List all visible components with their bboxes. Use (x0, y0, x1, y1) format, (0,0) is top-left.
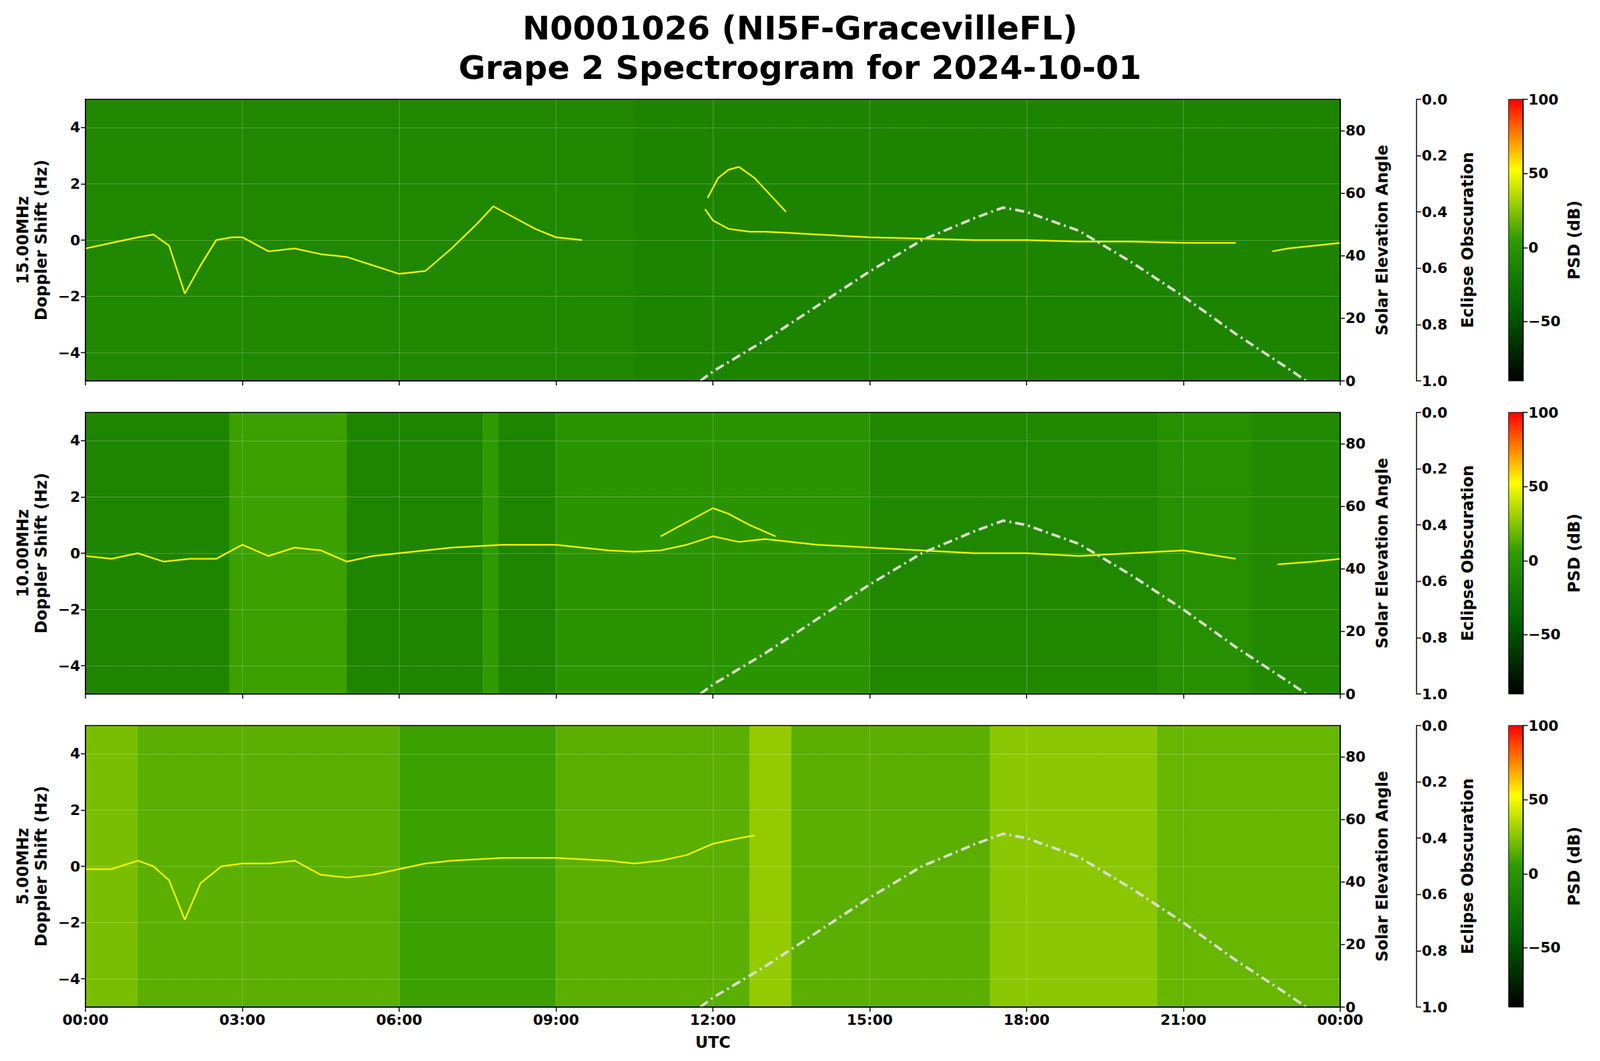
svg-text:2: 2 (70, 175, 81, 193)
svg-text:03:00: 03:00 (218, 1011, 266, 1028)
svg-text:0: 0 (1345, 372, 1356, 390)
svg-text:20: 20 (1345, 309, 1366, 327)
svg-text:PSD (dB): PSD (dB) (1565, 826, 1584, 907)
svg-text:0: 0 (70, 545, 81, 562)
svg-text:00:00: 00:00 (62, 1011, 109, 1028)
svg-text:0: 0 (1345, 998, 1356, 1016)
svg-text:4: 4 (70, 119, 81, 136)
svg-text:0.4: 0.4 (1421, 516, 1448, 534)
svg-text:20: 20 (1345, 622, 1366, 640)
svg-text:N0001026 (NI5F-GracevilleFL): N0001026 (NI5F-GracevilleFL) (522, 9, 1078, 48)
svg-text:−4: −4 (57, 657, 81, 675)
svg-text:0.2: 0.2 (1421, 773, 1448, 790)
svg-text:0.4: 0.4 (1421, 203, 1448, 221)
svg-text:10.00MHz: 10.00MHz (13, 509, 33, 598)
svg-text:0.6: 0.6 (1421, 259, 1448, 277)
svg-text:18:00: 18:00 (1003, 1011, 1050, 1028)
svg-text:2: 2 (70, 488, 81, 506)
svg-text:40: 40 (1345, 247, 1366, 264)
svg-text:0.6: 0.6 (1421, 572, 1448, 590)
svg-text:−50: −50 (1528, 313, 1561, 330)
svg-text:−4: −4 (57, 344, 81, 362)
svg-text:40: 40 (1345, 560, 1366, 577)
svg-text:50: 50 (1528, 165, 1549, 182)
svg-text:0: 0 (1528, 552, 1539, 569)
svg-text:−4: −4 (57, 970, 81, 988)
svg-text:Solar Elevation Angle: Solar Elevation Angle (1373, 770, 1392, 962)
svg-text:PSD (dB): PSD (dB) (1565, 200, 1584, 281)
svg-text:0.8: 0.8 (1421, 942, 1448, 959)
svg-text:PSD (dB): PSD (dB) (1565, 513, 1584, 594)
svg-text:Solar Elevation Angle: Solar Elevation Angle (1373, 144, 1392, 336)
svg-text:Doppler Shift (Hz): Doppler Shift (Hz) (32, 785, 51, 947)
svg-text:15.00MHz: 15.00MHz (13, 195, 33, 285)
svg-text:Eclipse Obscuration: Eclipse Obscuration (1458, 777, 1478, 955)
svg-text:−50: −50 (1528, 626, 1561, 643)
svg-text:80: 80 (1345, 435, 1366, 452)
svg-text:80: 80 (1345, 122, 1366, 139)
svg-text:0: 0 (1528, 239, 1539, 256)
svg-text:00:00: 00:00 (1317, 1011, 1364, 1028)
svg-text:4: 4 (70, 432, 81, 449)
svg-text:0: 0 (70, 858, 81, 875)
svg-text:50: 50 (1528, 791, 1549, 808)
svg-text:Solar Elevation Angle: Solar Elevation Angle (1373, 457, 1392, 649)
svg-text:Grape 2 Spectrogram for 2024-1: Grape 2 Spectrogram for 2024-10-01 (458, 48, 1142, 87)
svg-text:1.0: 1.0 (1421, 685, 1448, 703)
svg-text:15:00: 15:00 (846, 1011, 893, 1028)
svg-text:1.0: 1.0 (1421, 998, 1448, 1016)
svg-text:0.8: 0.8 (1421, 316, 1448, 333)
svg-text:0.0: 0.0 (1421, 91, 1448, 108)
svg-text:−2: −2 (57, 288, 81, 305)
svg-text:−2: −2 (57, 601, 81, 618)
svg-text:0.2: 0.2 (1421, 147, 1448, 164)
svg-text:100: 100 (1528, 404, 1559, 421)
svg-text:−2: −2 (57, 914, 81, 931)
svg-text:Doppler Shift (Hz): Doppler Shift (Hz) (32, 472, 51, 634)
svg-text:4: 4 (70, 745, 81, 762)
svg-text:0.6: 0.6 (1421, 885, 1448, 903)
svg-text:0: 0 (70, 232, 81, 249)
svg-text:5.00MHz: 5.00MHz (13, 827, 33, 905)
svg-text:80: 80 (1345, 748, 1366, 765)
svg-text:Eclipse Obscuration: Eclipse Obscuration (1458, 151, 1478, 329)
svg-text:Eclipse Obscuration: Eclipse Obscuration (1458, 464, 1478, 642)
svg-text:2: 2 (70, 801, 81, 819)
svg-text:0.0: 0.0 (1421, 404, 1448, 421)
svg-text:0.4: 0.4 (1421, 829, 1448, 847)
svg-text:0: 0 (1345, 685, 1356, 703)
svg-text:20: 20 (1345, 935, 1366, 953)
svg-text:40: 40 (1345, 873, 1366, 890)
svg-text:60: 60 (1345, 497, 1366, 515)
svg-text:60: 60 (1345, 810, 1366, 828)
svg-text:−50: −50 (1528, 939, 1561, 956)
svg-text:06:00: 06:00 (376, 1011, 423, 1028)
svg-text:09:00: 09:00 (532, 1011, 579, 1028)
svg-text:50: 50 (1528, 478, 1549, 495)
svg-text:0.0: 0.0 (1421, 717, 1448, 734)
svg-text:UTC: UTC (695, 1033, 730, 1052)
svg-text:Doppler Shift (Hz): Doppler Shift (Hz) (32, 159, 51, 321)
svg-text:100: 100 (1528, 717, 1559, 734)
svg-text:60: 60 (1345, 184, 1366, 202)
svg-text:1.0: 1.0 (1421, 372, 1448, 390)
svg-text:0.2: 0.2 (1421, 460, 1448, 477)
svg-text:21:00: 21:00 (1160, 1011, 1207, 1028)
svg-text:100: 100 (1528, 91, 1559, 108)
svg-text:0: 0 (1528, 865, 1539, 882)
svg-text:12:00: 12:00 (689, 1011, 736, 1028)
svg-text:0.8: 0.8 (1421, 629, 1448, 646)
